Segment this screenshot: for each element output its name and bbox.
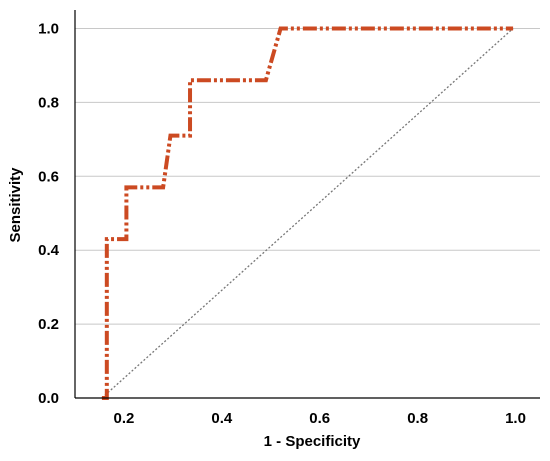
y-axis-title: Sensitivity bbox=[7, 167, 24, 243]
y-tick-label: 0.0 bbox=[38, 390, 59, 407]
y-tick-label: 0.4 bbox=[38, 242, 60, 259]
x-tick-label: 0.4 bbox=[211, 410, 233, 427]
plot-area bbox=[101, 26, 514, 400]
gridlines bbox=[75, 27, 540, 325]
x-tick-label: 0.2 bbox=[114, 410, 135, 427]
roc-curve-line bbox=[101, 26, 514, 400]
x-tick-label: 1.0 bbox=[505, 410, 526, 427]
y-tick-label: 0.2 bbox=[38, 316, 59, 333]
x-tick-labels: 0.2 0.4 0.6 0.8 1.0 bbox=[114, 410, 526, 427]
axes bbox=[74, 10, 540, 399]
y-tick-label: 0.6 bbox=[38, 168, 59, 185]
y-tick-label: 0.8 bbox=[38, 94, 59, 111]
x-axis-title: 1 - Specificity bbox=[264, 433, 361, 450]
reference-diagonal-line bbox=[101, 27, 514, 399]
y-tick-label: 1.0 bbox=[38, 20, 59, 37]
x-tick-label: 0.6 bbox=[309, 410, 330, 427]
y-tick-labels: 0.0 0.2 0.4 0.6 0.8 1.0 bbox=[38, 20, 60, 407]
x-tick-label: 0.8 bbox=[407, 410, 428, 427]
